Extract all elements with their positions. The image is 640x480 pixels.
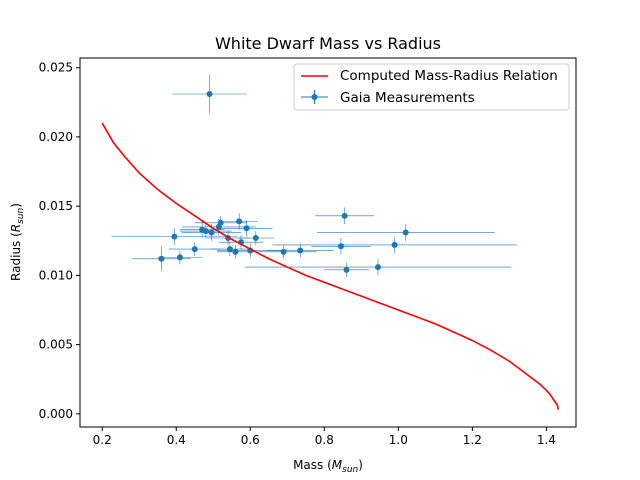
y-axis-label-variable: R [9,224,23,232]
data-marker [337,243,344,250]
x-tick-label: 0.6 [241,433,260,447]
data-marker [236,218,243,225]
data-point [237,231,275,245]
x-tick-label: 0.2 [93,433,112,447]
x-tick-label: 0.4 [167,433,186,447]
data-point [266,243,334,258]
data-point [316,224,495,241]
legend-box [293,63,570,111]
y-tick-label: 0.005 [39,338,73,352]
y-tick-label: 0.000 [39,407,73,421]
y-tick-label: 0.015 [39,199,73,213]
data-point [111,228,238,245]
axes-frame [79,57,577,428]
x-axis-label: Mass (Msun) [293,458,363,475]
data-marker [202,228,209,235]
data-marker [341,212,348,219]
data-marker [391,241,398,248]
data-point [272,236,517,254]
plot-area [101,74,560,410]
data-marker [280,248,287,255]
legend-label-measurements: Gaia Measurements [340,90,475,106]
chart-title: White Dwarf Mass vs Radius [215,34,441,53]
data-point [220,213,258,230]
y-axis-label-prefix: Radius ( [9,232,23,281]
data-marker [206,91,213,97]
y-tick-label: 0.010 [39,268,73,282]
x-tick-label: 0.8 [315,433,334,447]
data-marker [402,229,409,236]
x-axis-label-variable: M [332,458,343,472]
data-marker [243,225,250,232]
y-tick-label: 0.020 [39,130,73,144]
data-marker [208,229,215,236]
mass-radius-line [101,122,560,410]
legend: Computed Mass-Radius Relation Gaia Measu… [293,63,570,111]
y-axis-label-suffix: ) [9,203,23,208]
data-marker [171,233,178,240]
x-tick-label: 1.4 [537,433,556,447]
data-marker [226,246,233,253]
y-axis-label: Radius (Rsun) [9,203,26,281]
data-point [172,74,247,114]
data-point [157,250,203,265]
y-axis-label-subscript: sun [16,207,26,223]
data-point [220,220,273,237]
data-marker [232,248,239,255]
x-tick-label: 1.0 [389,433,408,447]
data-point [315,207,375,225]
legend-errorbar-swatch [301,90,328,104]
data-point [324,262,369,277]
x-axis: 0.2 0.4 0.6 0.8 1.0 1.2 1.4 [93,427,556,447]
data-marker [176,254,183,261]
data-marker [374,264,381,271]
x-axis-label-subscript: sun [342,465,358,475]
x-axis-label-suffix: ) [358,458,363,472]
x-axis-label-prefix: Mass ( [293,458,332,472]
y-axis: 0.000 0.005 0.010 0.015 0.020 0.025 [39,61,80,421]
data-marker [343,266,350,273]
y-tick-label: 0.025 [39,61,73,75]
legend-label-model: Computed Mass-Radius Relation [340,68,558,84]
data-marker [297,247,304,254]
data-marker [252,235,259,241]
x-tick-label: 1.2 [463,433,482,447]
data-marker [191,246,198,253]
data-marker [217,219,224,226]
data-marker [158,255,165,262]
